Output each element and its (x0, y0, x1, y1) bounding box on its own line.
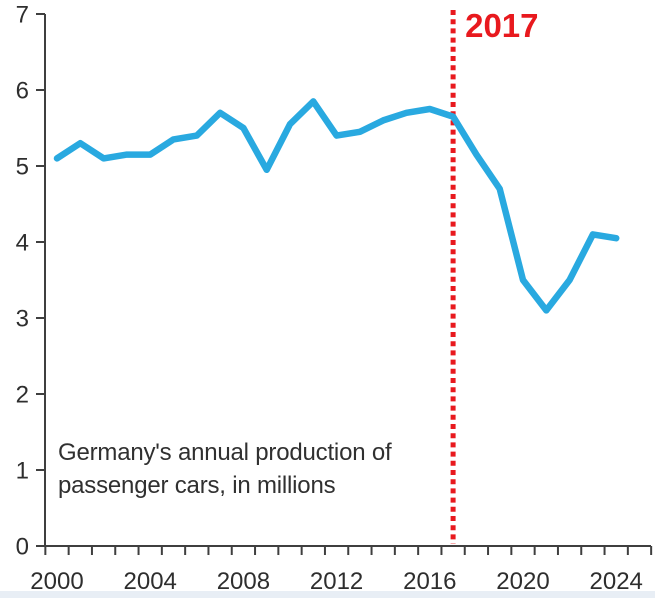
production-series-line (53, 98, 620, 314)
x-tick-label: 2004 (124, 568, 177, 595)
x-tick-label: 2024 (590, 568, 643, 595)
y-tick-label: 5 (16, 154, 29, 181)
y-tick-label: 0 (16, 534, 29, 561)
y-axis-labels: 0 1 2 3 4 5 6 7 (16, 2, 29, 561)
x-tick-label: 2000 (30, 568, 83, 595)
vline-year-label: 2017 (465, 7, 538, 44)
y-tick-label: 2 (16, 382, 29, 409)
x-tick-label: 2020 (496, 568, 549, 595)
chart-annotation: Germany's annual production of passenger… (58, 436, 392, 502)
y-tick-label: 1 (16, 458, 29, 485)
y-tick-label: 4 (16, 230, 29, 257)
x-tick-label: 2016 (403, 568, 456, 595)
y-tick-label: 6 (16, 78, 29, 105)
annotation-line2: passenger cars, in millions (58, 472, 336, 499)
y-tick-label: 3 (16, 306, 29, 333)
x-tick-label: 2008 (217, 568, 270, 595)
y-tick-label: 7 (16, 2, 29, 29)
x-tick-label: 2012 (310, 568, 363, 595)
bottom-strip (0, 591, 655, 598)
y-axis-ticks (36, 13, 45, 547)
x-axis-ticks (44, 546, 653, 555)
x-axis-labels: 2000 2004 2008 2012 2016 2020 2024 (30, 568, 643, 595)
annotation-line1: Germany's annual production of (58, 439, 392, 466)
